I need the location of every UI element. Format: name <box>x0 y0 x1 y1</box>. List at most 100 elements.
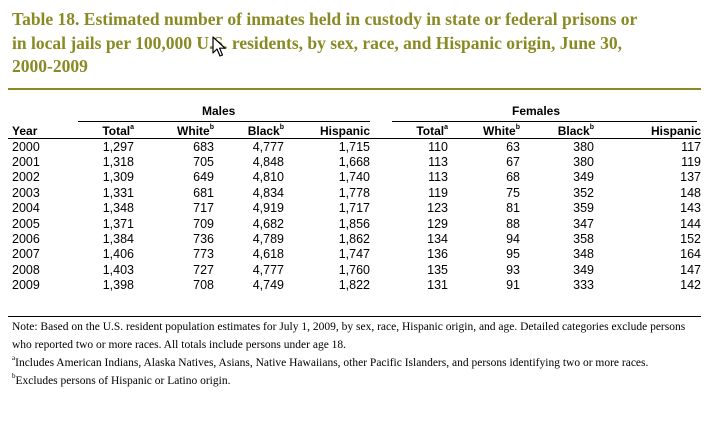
group-rule-females <box>392 121 697 122</box>
note-text: Note: Based on the U.S. resident populat… <box>12 321 686 351</box>
col-header-year: Year <box>8 124 76 139</box>
title-line-1: Table 18. Estimated number of inmates he… <box>12 9 638 29</box>
cell-female-white: 67 <box>506 155 520 170</box>
cell-female-black: 333 <box>573 278 594 293</box>
cell-female-black: 352 <box>573 185 594 200</box>
cell-male-total: 1,406 <box>102 247 134 262</box>
cell-female-white: 95 <box>506 247 520 262</box>
cell-male-black: 4,618 <box>252 247 284 262</box>
table-title: Table 18. Estimated number of inmates he… <box>12 8 702 79</box>
cell-year: 2006 <box>12 232 40 247</box>
cell-male-black: 4,777 <box>252 139 284 154</box>
cell-female-hispanic: 119 <box>681 155 701 170</box>
cell-female-black: 349 <box>573 262 594 277</box>
cell-female-black: 380 <box>573 155 594 170</box>
cell-male-hispanic: 1,717 <box>338 201 370 216</box>
cell-female-black: 380 <box>573 139 594 154</box>
cell-male-white: 736 <box>193 232 214 247</box>
cell-female-white: 63 <box>506 139 520 154</box>
table-row: 2007 1,406 773 4,618 1,747 136 95 348 164 <box>8 247 701 262</box>
table-row: 2000 1,297 683 4,777 1,715 110 63 380 117 <box>8 139 701 155</box>
cell-male-total: 1,403 <box>102 262 134 277</box>
table-row: 2005 1,371 709 4,682 1,856 129 88 347 144 <box>8 216 701 231</box>
cell-female-total: 113 <box>428 155 448 170</box>
col-header-female-white: Whiteb <box>448 124 520 139</box>
cell-female-hispanic: 148 <box>680 185 701 200</box>
cell-female-black: 359 <box>573 201 594 216</box>
cell-male-black: 4,834 <box>252 185 284 200</box>
cell-female-hispanic: 164 <box>680 247 701 262</box>
cell-year: 2001 <box>12 155 40 170</box>
cell-male-black: 4,777 <box>252 262 284 277</box>
cell-male-total: 1,371 <box>102 216 134 231</box>
cell-male-white: 708 <box>193 278 214 293</box>
cell-female-hispanic: 147 <box>680 262 701 277</box>
cell-male-total: 1,348 <box>102 201 134 216</box>
cell-female-white: 68 <box>506 170 520 185</box>
cell-male-total: 1,309 <box>102 170 134 185</box>
data-table: Year Totala Whiteb Blackb Hispanic Total… <box>8 124 701 293</box>
cell-year: 2007 <box>12 247 40 262</box>
cell-male-white: 709 <box>193 216 214 231</box>
cell-female-hispanic: 142 <box>680 278 701 293</box>
cell-male-hispanic: 1,862 <box>338 232 370 247</box>
cell-female-total: 110 <box>428 139 448 154</box>
cell-male-hispanic: 1,715 <box>338 139 370 154</box>
cell-female-hispanic: 137 <box>680 170 701 185</box>
col-header-female-hispanic: Hispanic <box>594 124 701 139</box>
cell-male-black: 4,749 <box>252 278 284 293</box>
footnote-b: bExcludes persons of Hispanic or Latino … <box>12 372 231 388</box>
cell-female-black: 347 <box>573 216 594 231</box>
cell-male-hispanic: 1,668 <box>338 155 370 170</box>
title-line-3: 2000-2009 <box>12 56 88 76</box>
cell-female-black: 358 <box>573 232 594 247</box>
table-row: 2008 1,403 727 4,777 1,760 135 93 349 147 <box>8 262 701 277</box>
cell-year: 2009 <box>12 278 40 293</box>
cell-female-black: 348 <box>573 247 594 262</box>
cell-female-hispanic: 144 <box>680 216 701 231</box>
cell-male-total: 1,318 <box>102 155 134 170</box>
title-line-2: in local jails per 100,000 U.S. resident… <box>12 32 622 53</box>
group-header-females: Females <box>512 104 561 118</box>
col-header-female-total: Totala <box>370 124 448 139</box>
cell-female-black: 349 <box>573 170 594 185</box>
cell-year: 2005 <box>12 216 40 231</box>
cell-male-hispanic: 1,740 <box>338 170 370 185</box>
table-row: 2006 1,384 736 4,789 1,862 134 94 358 152 <box>8 231 701 246</box>
table-row: 2004 1,348 717 4,919 1,717 123 81 359 143 <box>8 201 701 216</box>
mouse-pointer-icon <box>212 36 226 57</box>
cell-female-white: 93 <box>506 262 520 277</box>
cell-male-hispanic: 1,760 <box>338 262 370 277</box>
title-rule <box>8 88 701 90</box>
cell-male-white: 717 <box>193 201 214 216</box>
table-notes: Note: Based on the U.S. resident populat… <box>12 318 702 390</box>
col-header-female-black: Blackb <box>520 124 594 139</box>
cell-male-white: 773 <box>193 247 214 262</box>
cell-male-hispanic: 1,747 <box>338 247 370 262</box>
cell-male-white: 683 <box>193 139 214 154</box>
cell-female-white: 75 <box>506 185 520 200</box>
cell-male-total: 1,398 <box>102 278 134 293</box>
cell-male-black: 4,789 <box>252 232 284 247</box>
cell-male-white: 681 <box>193 185 214 200</box>
cell-female-total: 129 <box>427 216 448 231</box>
cell-female-hispanic: 152 <box>680 232 701 247</box>
cell-female-total: 123 <box>427 201 448 216</box>
cell-female-total: 113 <box>428 170 448 185</box>
cell-male-hispanic: 1,778 <box>338 185 370 200</box>
col-header-male-total: Totala <box>76 124 134 139</box>
cell-female-hispanic: 117 <box>681 139 701 154</box>
cell-female-total: 134 <box>427 232 448 247</box>
col-header-male-black: Blackb <box>214 124 284 139</box>
header-row: Year Totala Whiteb Blackb Hispanic Total… <box>8 124 701 139</box>
footnote-a: aIncludes American Indians, Alaska Nativ… <box>12 354 649 370</box>
cell-male-hispanic: 1,856 <box>338 216 370 231</box>
cell-year: 2002 <box>12 170 40 185</box>
cell-year: 2000 <box>12 139 40 154</box>
cell-year: 2004 <box>12 201 40 216</box>
cell-male-black: 4,848 <box>252 155 284 170</box>
col-header-male-white: Whiteb <box>134 124 214 139</box>
cell-male-black: 4,919 <box>252 201 284 216</box>
cell-female-white: 91 <box>506 278 520 293</box>
cell-female-total: 119 <box>428 185 448 200</box>
